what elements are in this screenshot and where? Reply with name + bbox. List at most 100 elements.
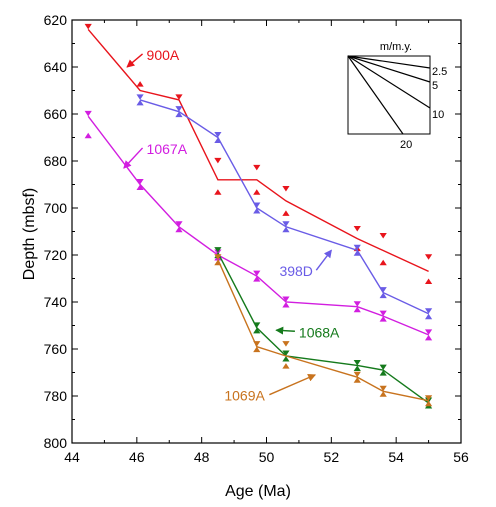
up-triangle-marker (136, 81, 144, 87)
hourglass-marker-top (379, 310, 387, 317)
hourglass-marker-top (379, 287, 387, 293)
down-triangle-marker (424, 254, 433, 260)
inset-rate-line (347, 55, 431, 109)
hourglass-marker-top (379, 385, 387, 392)
hourglass-marker-bottom (424, 334, 433, 341)
series-398D (136, 94, 433, 320)
up-triangle-marker (379, 259, 387, 266)
hourglass-marker-bottom (353, 306, 361, 313)
series-1067A (84, 110, 433, 341)
series-line (139, 99, 429, 315)
hourglass-marker-top (353, 359, 361, 366)
hourglass-marker-bottom (253, 276, 261, 282)
x-tick-label: 54 (388, 449, 404, 465)
hourglass-marker-top (424, 308, 433, 314)
down-triangle-marker (84, 23, 92, 30)
hourglass-marker-bottom (282, 226, 290, 233)
label-arrow (315, 249, 332, 271)
hourglass-marker-bottom (379, 316, 387, 322)
x-tick-label: 48 (194, 449, 210, 465)
up-triangle-marker (84, 132, 92, 139)
label-arrow (269, 373, 317, 396)
hourglass-marker-top (175, 221, 183, 227)
y-tick-label: 720 (44, 247, 68, 263)
y-tick-label: 740 (44, 294, 68, 310)
x-tick-label: 52 (324, 449, 340, 465)
series-label-398D: 398D (279, 263, 312, 279)
y-tick-label: 700 (44, 200, 68, 216)
hourglass-marker-top (214, 247, 222, 253)
up-triangle-marker (424, 278, 433, 284)
hourglass-marker-bottom (379, 370, 387, 376)
up-triangle-marker (282, 210, 290, 216)
rate-inset: m/m.y. 2.5 5 10 20 (347, 41, 447, 151)
hourglass-marker-top (136, 179, 144, 185)
y-tick-label: 760 (44, 341, 68, 357)
inset-rate-label: 20 (400, 139, 412, 151)
annotation-layer: 900A 1067A 398D 1068A 1069A (123, 47, 340, 404)
hourglass-marker-bottom (214, 137, 222, 143)
down-triangle-marker (84, 110, 92, 117)
y-tick-label: 660 (44, 106, 68, 122)
hourglass-marker-bottom (424, 313, 433, 320)
y-tick-label: 680 (44, 153, 68, 169)
hourglass-marker-bottom (353, 250, 361, 256)
series-1069A (214, 254, 433, 407)
inset-rate-line (347, 55, 431, 69)
hourglass-marker-bottom (175, 226, 183, 233)
y-tick-label: 640 (44, 59, 68, 75)
y-tick-label: 780 (44, 388, 68, 404)
down-triangle-marker (214, 157, 222, 164)
inset-rate-line (347, 55, 431, 83)
series-line (217, 252, 430, 404)
hourglass-marker-top (282, 296, 290, 302)
up-triangle-marker (214, 189, 222, 195)
series-label-900A: 900A (147, 47, 180, 63)
hourglass-marker-bottom (214, 259, 222, 266)
x-tick-label: 56 (453, 449, 469, 465)
hourglass-marker-top (136, 94, 144, 100)
y-tick-label: 620 (44, 12, 68, 28)
hourglass-marker-top (253, 270, 261, 277)
inset-rate-label: 10 (432, 109, 444, 121)
down-triangle-marker (282, 186, 290, 192)
label-arrow (123, 147, 144, 169)
down-triangle-marker (253, 164, 261, 171)
hourglass-marker-bottom (136, 184, 144, 190)
hourglass-marker-bottom (424, 400, 433, 407)
down-triangle-marker (353, 226, 361, 232)
series-label-1067A: 1067A (147, 141, 188, 157)
x-axis-title: Age (Ma) (225, 483, 291, 500)
hourglass-marker-top (353, 301, 361, 307)
series-line (217, 259, 429, 402)
hourglass-marker-top (214, 254, 222, 260)
hourglass-marker-top (253, 341, 261, 347)
hourglass-marker-bottom (353, 377, 361, 383)
inset-rate-label: 2.5 (432, 66, 447, 78)
series-line (87, 115, 429, 336)
series-label-1069A: 1069A (224, 388, 265, 404)
inset-rate-label: 5 (432, 80, 438, 92)
hourglass-marker-top (253, 202, 261, 208)
up-triangle-marker (253, 189, 261, 195)
hourglass-marker-top (353, 371, 361, 378)
hourglass-marker-bottom (253, 346, 261, 353)
hourglass-marker-top (175, 106, 183, 112)
y-tick-label: 800 (44, 435, 68, 451)
hourglass-marker-top (353, 244, 361, 251)
series-line (87, 28, 429, 273)
x-tick-label: 50 (259, 449, 275, 465)
hourglass-marker-bottom (282, 356, 290, 362)
inset-rate-line (347, 55, 404, 135)
down-triangle-marker (282, 341, 290, 347)
hourglass-marker-bottom (379, 292, 387, 299)
hourglass-marker-top (214, 132, 222, 138)
up-triangle-marker (282, 363, 290, 369)
y-axis-title: Depth (mbsf) (21, 188, 38, 280)
hourglass-marker-bottom (353, 365, 361, 371)
down-triangle-marker (379, 233, 387, 239)
x-tick-label: 44 (64, 449, 80, 465)
label-arrow (126, 53, 144, 68)
series-layer (84, 23, 433, 409)
